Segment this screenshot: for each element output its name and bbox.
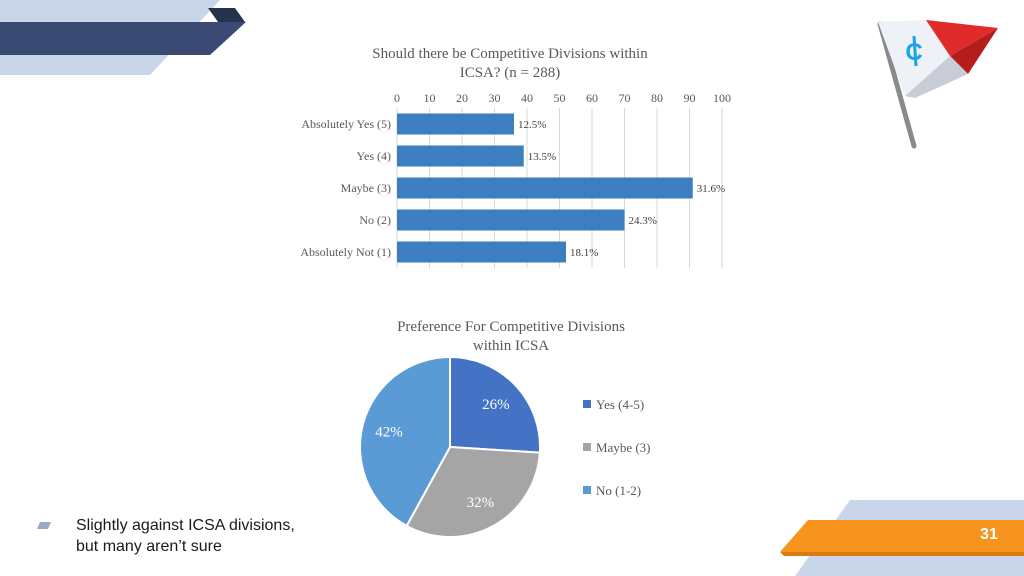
bar-x-tick-label: 50 bbox=[554, 91, 566, 105]
pie-slice bbox=[359, 355, 451, 528]
bar-x-tick-label: 80 bbox=[651, 91, 663, 105]
legend-label: Yes (4-5) bbox=[596, 397, 644, 412]
bar-x-tick-label: 70 bbox=[619, 91, 631, 105]
pie-data-labels: 26% 32% 42% bbox=[375, 397, 509, 511]
bar-data-labels: 12.5% 13.5% 31.6% 24.3% 18.1% bbox=[518, 119, 725, 259]
legend-swatch bbox=[583, 443, 591, 451]
page-number: 31 bbox=[980, 526, 998, 543]
slide-caption: Slightly against ICSA divisions, but man… bbox=[76, 515, 376, 557]
top-left-dark-accent bbox=[208, 8, 245, 22]
pie-slice bbox=[405, 445, 541, 538]
bar-series bbox=[397, 113, 693, 263]
bar-category-label: Absolutely Not (1) bbox=[300, 245, 391, 259]
bar-category-label: Yes (4) bbox=[357, 149, 391, 163]
pie-chart: Preference For Competitive Divisions wit… bbox=[359, 319, 651, 538]
pie-slice bbox=[449, 355, 541, 454]
bar-x-tick-label: 20 bbox=[456, 91, 468, 105]
bar bbox=[397, 209, 625, 231]
caption-line-1: Slightly against ICSA divisions, bbox=[76, 517, 295, 534]
bar bbox=[397, 145, 524, 167]
bar-data-label: 18.1% bbox=[570, 247, 598, 259]
bar-data-label: 13.5% bbox=[528, 151, 556, 163]
bar-x-axis: 0 10 20 30 40 50 60 70 80 90 100 bbox=[394, 91, 731, 105]
bar-x-tick-label: 10 bbox=[424, 91, 436, 105]
bar bbox=[397, 241, 566, 263]
bottom-right-orange-shadow bbox=[780, 552, 1024, 556]
bar bbox=[397, 113, 514, 135]
legend-label: Maybe (3) bbox=[596, 440, 651, 455]
bar-data-label: 24.3% bbox=[629, 215, 657, 227]
pie-chart-title-line1: Preference For Competitive Divisions bbox=[397, 319, 625, 335]
bar-chart: Should there be Competitive Divisions wi… bbox=[300, 46, 731, 268]
bar-chart-title-line1: Should there be Competitive Divisions wi… bbox=[372, 46, 648, 62]
bar-category-label: Maybe (3) bbox=[341, 181, 391, 195]
legend-swatch bbox=[583, 486, 591, 494]
top-left-light-band bbox=[0, 0, 220, 75]
bar bbox=[397, 177, 693, 199]
bar-category-label: Absolutely Yes (5) bbox=[301, 117, 391, 131]
svg-text:C: C bbox=[905, 39, 922, 66]
icsa-flag-icon: C bbox=[877, 20, 998, 149]
bullet-icon bbox=[37, 522, 51, 529]
legend-label: No (1-2) bbox=[596, 483, 641, 498]
bar-x-tick-label: 90 bbox=[684, 91, 696, 105]
bar-x-tick-label: 100 bbox=[713, 91, 731, 105]
bar-y-axis: Absolutely Yes (5) Yes (4) Maybe (3) No (2)… bbox=[300, 117, 391, 259]
legend-swatch bbox=[583, 400, 591, 408]
bar-x-tick-label: 30 bbox=[489, 91, 501, 105]
bar-data-label: 31.6% bbox=[697, 183, 725, 195]
bar-x-tick-label: 60 bbox=[586, 91, 598, 105]
pie-data-label: 26% bbox=[482, 397, 510, 413]
top-left-navy-band bbox=[0, 22, 246, 55]
pie-legend: Yes (4-5) Maybe (3) No (1-2) bbox=[583, 397, 651, 498]
bar-x-tick-label: 0 bbox=[394, 91, 400, 105]
bar-chart-title-line2: ICSA? (n = 288) bbox=[460, 65, 561, 81]
bar-x-tick-label: 40 bbox=[521, 91, 533, 105]
pie-slices bbox=[359, 355, 541, 538]
pie-data-label: 32% bbox=[467, 495, 495, 511]
caption-line-2: but many aren’t sure bbox=[76, 538, 222, 555]
bar-data-label: 12.5% bbox=[518, 119, 546, 131]
pie-chart-title-line2: within ICSA bbox=[473, 338, 549, 354]
pie-data-label: 42% bbox=[375, 424, 403, 440]
bar-category-label: No (2) bbox=[359, 213, 391, 227]
